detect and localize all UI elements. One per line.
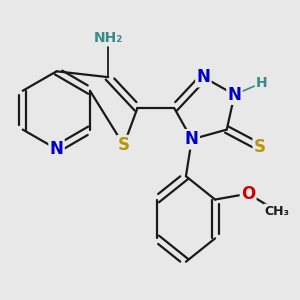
Text: N: N (50, 140, 64, 158)
Text: N: N (228, 85, 242, 103)
Text: NH₂: NH₂ (94, 31, 123, 45)
Text: S: S (254, 138, 266, 156)
Text: H: H (256, 76, 268, 90)
Text: N: N (185, 130, 199, 148)
Text: O: O (241, 185, 255, 203)
Text: N: N (196, 68, 210, 86)
Text: S: S (118, 136, 130, 154)
Text: CH₃: CH₃ (265, 205, 290, 218)
